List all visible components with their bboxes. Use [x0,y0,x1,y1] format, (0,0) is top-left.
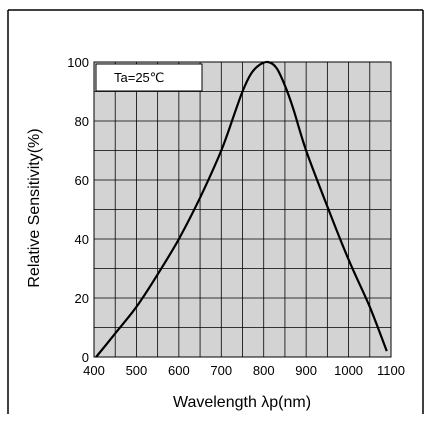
y-tick-label: 60 [75,173,89,188]
y-tick-labels: 0 20 40 60 80 100 [67,55,89,365]
annotation: Ta=25℃ [95,63,203,92]
x-tick-label: 400 [83,363,105,378]
y-tick-label: 100 [67,55,89,70]
x-tick-label: 1100 [377,363,405,378]
x-axis-title: Wavelength λp(nm) [173,394,311,411]
x-tick-label: 900 [295,363,317,378]
x-tick-label: 800 [253,363,275,378]
x-tick-label: 700 [210,363,232,378]
annotation-box [95,63,203,92]
x-tick-label: 600 [168,363,190,378]
sensitivity-curve [95,60,388,358]
annotation-label: Ta=25℃ [114,70,164,85]
x-tick-label: 500 [126,363,148,378]
y-tick-label: 0 [82,350,89,365]
y-tick-label: 80 [75,114,89,129]
y-axis-title: Relative Sensitivity(%) [26,128,43,287]
x-tick-label: 1000 [334,363,363,378]
x-tick-labels: 400 500 600 700 800 900 1000 1100 [83,363,405,378]
y-tick-label: 20 [75,291,89,306]
y-tick-label: 40 [75,232,89,247]
